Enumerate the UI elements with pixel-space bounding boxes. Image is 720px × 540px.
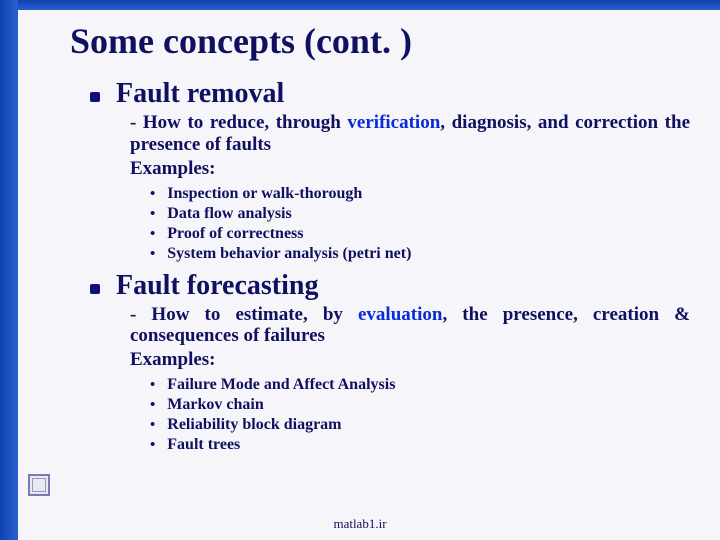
slide-title: Some concepts (cont. ): [70, 20, 700, 62]
list-item: • System behavior analysis (petri net): [150, 244, 700, 264]
bullet-dot-icon: •: [150, 436, 155, 455]
list-item: • Failure Mode and Affect Analysis: [150, 375, 700, 395]
example-text: Reliability block diagram: [167, 415, 341, 435]
corner-notch: [28, 474, 50, 496]
list-item: • Markov chain: [150, 395, 700, 415]
bullet-dot-icon: •: [150, 416, 155, 435]
example-text: System behavior analysis (petri net): [167, 244, 411, 264]
bullet-dot-icon: •: [150, 376, 155, 395]
slide-content: Some concepts (cont. ) Fault removal - H…: [70, 20, 700, 455]
section-heading-row: Fault forecasting: [90, 270, 700, 302]
left-border: [0, 0, 18, 540]
section-description: - How to estimate, by evaluation, the pr…: [130, 304, 690, 348]
desc-keyword: verification: [347, 112, 440, 133]
bullet-dot-icon: •: [150, 225, 155, 244]
bullet-dot-icon: •: [150, 245, 155, 264]
desc-pre: - How to reduce, through: [130, 112, 347, 133]
examples-label: Examples:: [130, 158, 690, 180]
desc-pre: - How to estimate, by: [130, 304, 358, 325]
example-text: Data flow analysis: [167, 204, 291, 224]
examples-list: • Failure Mode and Affect Analysis • Marko…: [150, 375, 700, 455]
example-text: Fault trees: [167, 435, 240, 455]
bullet-icon: [90, 92, 100, 102]
top-border: [0, 0, 720, 10]
section-heading-row: Fault removal: [90, 78, 700, 110]
corner-notch-inner: [32, 478, 46, 492]
section-heading: Fault forecasting: [116, 270, 318, 302]
bullet-dot-icon: •: [150, 185, 155, 204]
section-description: - How to reduce, through verification, d…: [130, 112, 690, 156]
desc-keyword: evaluation: [358, 304, 442, 325]
bullet-icon: [90, 284, 100, 294]
example-text: Markov chain: [167, 395, 263, 415]
bullet-dot-icon: •: [150, 396, 155, 415]
footer-text: matlab1.ir: [0, 516, 720, 532]
examples-label: Examples:: [130, 349, 690, 371]
list-item: • Fault trees: [150, 435, 700, 455]
example-text: Failure Mode and Affect Analysis: [167, 375, 395, 395]
list-item: • Proof of correctness: [150, 224, 700, 244]
list-item: • Inspection or walk-thorough: [150, 184, 700, 204]
list-item: • Reliability block diagram: [150, 415, 700, 435]
list-item: • Data flow analysis: [150, 204, 700, 224]
examples-list: • Inspection or walk-thorough • Data flow …: [150, 184, 700, 264]
example-text: Proof of correctness: [167, 224, 303, 244]
bullet-dot-icon: •: [150, 205, 155, 224]
section-heading: Fault removal: [116, 78, 284, 110]
example-text: Inspection or walk-thorough: [167, 184, 362, 204]
